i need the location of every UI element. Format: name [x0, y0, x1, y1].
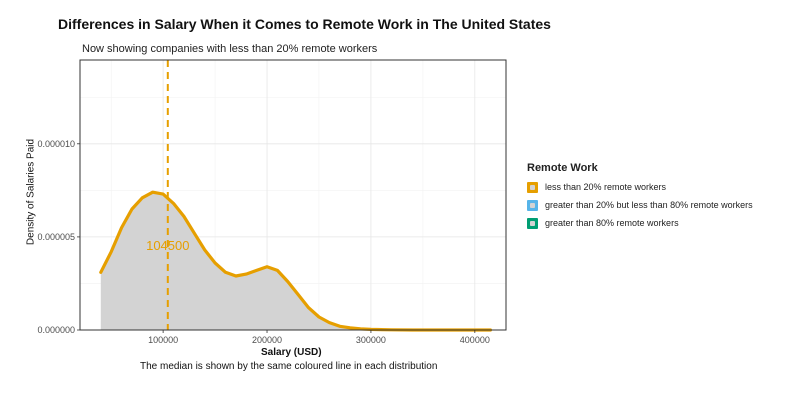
- legend-item-less-than-20: less than 20% remote workers: [527, 178, 753, 196]
- chart-caption: The median is shown by the same coloured…: [140, 361, 438, 372]
- median-label: 104500: [146, 238, 189, 253]
- y-tick-label: 0.000000: [37, 325, 75, 335]
- x-tick-label: 400000: [460, 335, 490, 345]
- legend-label: less than 20% remote workers: [545, 182, 667, 192]
- chart-subtitle: Now showing companies with less than 20%…: [82, 43, 378, 55]
- chart-title: Differences in Salary When it Comes to R…: [58, 16, 551, 32]
- legend-key-swatch: [527, 217, 538, 229]
- legend-key-swatch: [527, 199, 538, 211]
- x-tick-label: 300000: [356, 335, 386, 345]
- plot-border: [79, 59, 507, 331]
- y-tick-label: 0.000005: [37, 232, 75, 242]
- legend: Remote Work less than 20% remote workers…: [527, 162, 753, 232]
- legend-label: greater than 80% remote workers: [545, 218, 679, 228]
- legend-item-greater-than-80: greater than 80% remote workers: [527, 214, 753, 232]
- x-tick-label: 100000: [148, 335, 178, 345]
- density-area: [100, 192, 491, 330]
- x-tick-label: 200000: [252, 335, 282, 345]
- legend-label: greater than 20% but less than 80% remot…: [545, 200, 753, 210]
- legend-title: Remote Work: [527, 162, 598, 174]
- y-tick-label: 0.000010: [37, 139, 75, 149]
- x-axis-title: Salary (USD): [261, 347, 322, 358]
- legend-key-swatch: [527, 181, 538, 193]
- legend-item-20-to-80: greater than 20% but less than 80% remot…: [527, 196, 753, 214]
- y-axis-title: Density of Salaries Paid: [25, 138, 37, 246]
